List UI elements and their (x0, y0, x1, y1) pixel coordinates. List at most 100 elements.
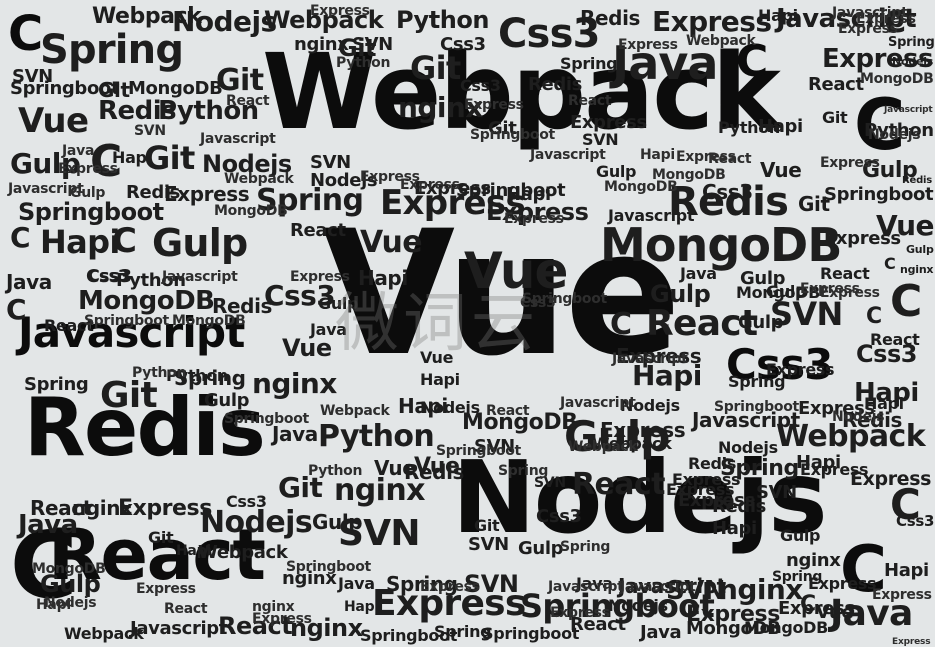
cloud-word: Javascript (8, 181, 84, 197)
cloud-word: Hapi (712, 518, 757, 539)
cloud-word: Git (798, 192, 830, 216)
cloud-word: Hapi (398, 394, 448, 418)
cloud-word: Java (576, 574, 613, 593)
cloud-word: Css3 (520, 295, 556, 311)
cloud-word: MongoDB (736, 283, 820, 302)
cloud-word: Express (550, 605, 610, 621)
cloud-word: Express (820, 155, 880, 171)
cloud-word: SVN (134, 123, 166, 139)
cloud-word: Springboot (10, 78, 120, 99)
cloud-word: React (570, 614, 626, 635)
cloud-word: Express (800, 460, 869, 479)
cloud-word: Spring (772, 569, 823, 585)
cloud-word: nginx (72, 496, 133, 520)
cloud-word: Nodejs (832, 409, 885, 425)
cloud-word: Gulp (152, 221, 248, 265)
cloud-word: Express (290, 269, 350, 285)
cloud-word: C (610, 307, 632, 342)
cloud-word: nginx (294, 34, 349, 55)
cloud-word: Nodejs (172, 5, 277, 38)
cloud-word: Redis (580, 6, 641, 30)
cloud-word: MongoDB (32, 561, 106, 577)
cloud-word: Nodejs (44, 595, 97, 611)
cloud-word: Java (62, 143, 95, 159)
cloud-word: Express (400, 177, 460, 193)
cloud-word: Nodejs (892, 55, 934, 68)
cloud-word: Java (18, 510, 78, 540)
cloud-word: Javascript (162, 269, 238, 285)
cloud-word: Nodejs (202, 150, 292, 178)
cloud-word: Spring (174, 366, 246, 390)
cloud-word: Gulp (312, 510, 363, 534)
cloud-word: Webpack (224, 171, 294, 187)
cloud-word: Css3 (536, 506, 582, 527)
cloud-word: Spring (386, 572, 458, 596)
cloud-word: C (884, 5, 906, 40)
cloud-word: Git (100, 375, 158, 416)
cloud-word: Express (872, 587, 932, 603)
cloud-word: Python (864, 120, 934, 141)
cloud-word: Python (116, 270, 186, 291)
cloud-word: Java (338, 574, 375, 593)
cloud-word: C (112, 221, 137, 261)
cloud-word: Vue (360, 225, 423, 260)
cloud-word: Webpack (686, 33, 756, 49)
cloud-word: nginx (290, 614, 363, 642)
cloud-word: Hapi (884, 560, 929, 581)
cloud-word: MongoDB (78, 286, 215, 316)
cloud-word: Express (820, 285, 880, 301)
cloud-word: Springboot (470, 127, 555, 143)
cloud-word: Javascript (200, 131, 276, 147)
cloud-word: Webpack (198, 542, 288, 563)
cloud-word: Git (216, 63, 264, 98)
cloud-word: Springboot (522, 291, 607, 307)
cloud-word: Express (486, 198, 589, 226)
cloud-word: Git (338, 34, 376, 62)
cloud-word: React (30, 496, 92, 520)
cloud-word: nginx (334, 473, 425, 508)
cloud-word: Java (680, 264, 717, 283)
cloud-word: SVN (666, 576, 726, 606)
cloud-word: Vue (464, 242, 568, 300)
cloud-word: Gulp (40, 570, 101, 598)
cloud-word: nginx (282, 568, 337, 589)
cloud-word: SVN (756, 482, 797, 503)
cloud-word: React (48, 514, 266, 596)
cloud-word: Express (676, 149, 736, 165)
cloud-word: Git (144, 139, 195, 177)
cloud-word: Javascript (608, 206, 695, 225)
cloud-word: Python (718, 118, 780, 137)
cloud-word: Vue (374, 456, 416, 480)
cloud-word: MongoDB (652, 167, 726, 183)
cloud-word: Spring (888, 35, 935, 50)
cloud-word: C (90, 136, 122, 187)
cloud-word: MongoDB (604, 179, 678, 195)
cloud-word: React (44, 316, 94, 335)
cloud-word: Git (822, 108, 848, 127)
cloud-word: Express (822, 44, 933, 74)
cloud-word: React (572, 467, 665, 502)
cloud-word: React (218, 612, 293, 640)
cloud-word: Javascript (530, 147, 606, 163)
cloud-word: SVN (352, 34, 393, 55)
cloud-word: React (870, 330, 920, 349)
cloud-word: React (820, 264, 870, 283)
cloud-word: Webpack (568, 439, 638, 455)
cloud-word: Hapi (358, 266, 408, 290)
cloud-word: SVN (464, 570, 519, 598)
cloud-word: Hapi (758, 6, 798, 25)
cloud-word: React (164, 601, 208, 617)
cloud-word: Gulp (564, 412, 670, 461)
cloud-word: MongoDB (462, 410, 578, 435)
cloud-word: Hapi (632, 359, 702, 392)
cloud-word: Gulp (318, 294, 359, 313)
cloud-word: Express (136, 581, 196, 597)
cloud-word: Express (672, 470, 741, 489)
cloud-word: Gulp (862, 158, 918, 183)
cloud-word: Express (652, 5, 772, 38)
cloud-word: SVN (582, 130, 619, 149)
cloud-word: Express (600, 418, 686, 442)
cloud-word: MongoDB (214, 203, 288, 219)
cloud-word: Css3 (226, 492, 267, 511)
cloud-word: Redis (24, 381, 266, 474)
